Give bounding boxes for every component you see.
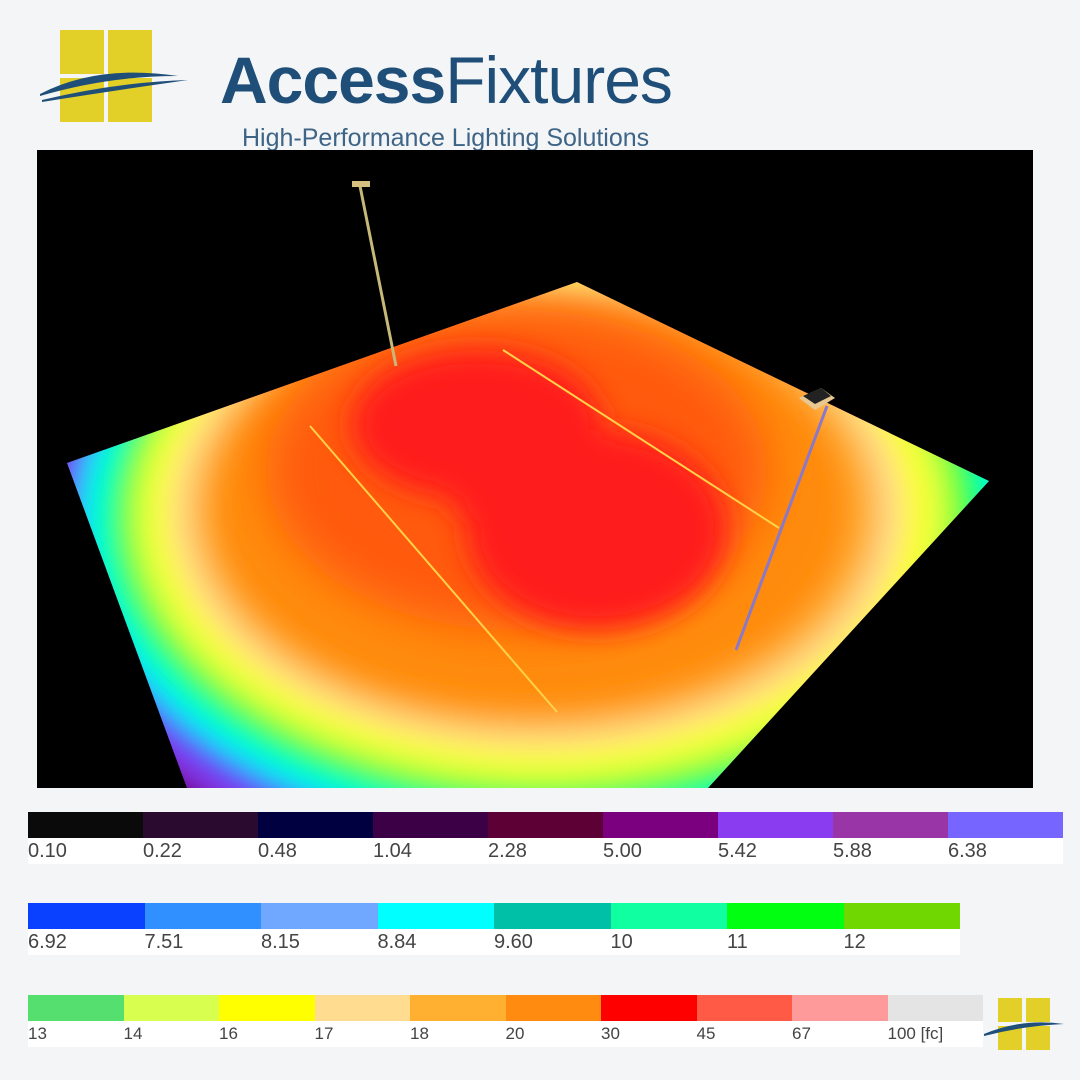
legend-swatch — [696, 995, 792, 1021]
legend-label: 2.28 — [488, 840, 527, 862]
legend-swatch — [792, 995, 888, 1021]
legend-label: 6.38 — [948, 840, 987, 862]
legend-label: 30 — [601, 1024, 620, 1043]
legend-label: 14 — [123, 1024, 143, 1043]
legend-swatch — [144, 903, 261, 929]
legend-labels: 0.10 0.22 0.48 1.04 2.28 5.00 5.42 5.88 6.38 — [28, 838, 1063, 864]
legend-swatch — [219, 995, 315, 1021]
brand-logo: AccessFixtures High-Performance Lighting… — [38, 24, 738, 152]
legend-swatch — [143, 812, 258, 838]
legend-label: 0.22 — [143, 840, 182, 862]
legend-label: 0.48 — [258, 840, 297, 862]
legend-swatch — [718, 812, 833, 838]
legend-swatch — [410, 995, 506, 1021]
legend-label: 6.92 — [28, 931, 67, 953]
legend-label: 0.10 — [28, 840, 67, 862]
legend-labels: 13 14 16 17 18 20 30 45 67 100 [fc] — [28, 1021, 983, 1047]
legend-swatch — [843, 903, 960, 929]
legend-swatch — [258, 812, 373, 838]
legend-label: 17 — [314, 1024, 334, 1043]
legend-label: 8.15 — [261, 931, 300, 953]
brand-name-part1: Access — [220, 43, 446, 117]
legend-swatch — [887, 995, 983, 1021]
legend-label: 16 — [219, 1024, 238, 1043]
brand-name: AccessFixtures — [220, 42, 673, 118]
legend-swatch — [314, 995, 410, 1021]
photometric-render — [37, 150, 1033, 788]
legend-labels: 6.92 7.51 8.15 8.84 9.60 10 11 12 — [28, 929, 960, 955]
legend-label: 5.42 — [718, 840, 757, 862]
legend-swatch — [948, 812, 1063, 838]
legend-swatch — [123, 995, 219, 1021]
brand-tagline: High-Performance Lighting Solutions — [242, 124, 650, 152]
legend-label: 13 — [28, 1024, 47, 1043]
legend-label: 45 — [696, 1024, 716, 1043]
legend-swatch — [373, 812, 488, 838]
legend-swatch — [505, 995, 601, 1021]
legend-label: 12 — [843, 931, 866, 953]
logo-mark-icon — [40, 30, 188, 122]
brand-name-part2: Fixtures — [445, 43, 673, 117]
legend-swatches — [28, 995, 983, 1021]
legend-swatch — [601, 995, 697, 1021]
legend-swatch — [28, 995, 124, 1021]
legend-swatches — [28, 812, 1063, 838]
legend-label: 100 [fc] — [887, 1024, 944, 1043]
legend-swatch — [28, 903, 145, 929]
legend-label: 5.88 — [833, 840, 872, 862]
legend-row-2: 6.92 7.51 8.15 8.84 9.60 10 11 12 — [28, 903, 960, 955]
legend-row-3: 13 14 16 17 18 20 30 45 67 100 [fc] — [28, 995, 983, 1047]
legend-label: 67 — [792, 1024, 811, 1043]
legend-swatch — [603, 812, 718, 838]
illuminance-plane-icon — [67, 181, 989, 788]
legend-swatch — [833, 812, 948, 838]
legend-swatch — [494, 903, 611, 929]
legend-label: 7.51 — [144, 931, 184, 953]
legend-label: 10 — [610, 931, 633, 953]
legend-swatch — [610, 903, 727, 929]
legend-label: 20 — [505, 1024, 525, 1043]
legend-swatch — [28, 812, 143, 838]
legend-label: 11 — [727, 931, 748, 953]
small-logo-icon — [984, 998, 1064, 1050]
legend-label: 9.60 — [494, 931, 533, 953]
legend-swatch — [488, 812, 603, 838]
legend-swatch — [727, 903, 844, 929]
legend-row-1: 0.10 0.22 0.48 1.04 2.28 5.00 5.42 5.88 6.38 — [28, 812, 1063, 864]
legend-label: 5.00 — [603, 840, 642, 862]
legend-swatches — [28, 903, 960, 929]
legend-label: 8.84 — [377, 931, 417, 953]
legend-label: 18 — [410, 1024, 429, 1043]
legend-swatch — [377, 903, 494, 929]
legend-swatch — [261, 903, 378, 929]
legend-label: 1.04 — [373, 840, 412, 862]
